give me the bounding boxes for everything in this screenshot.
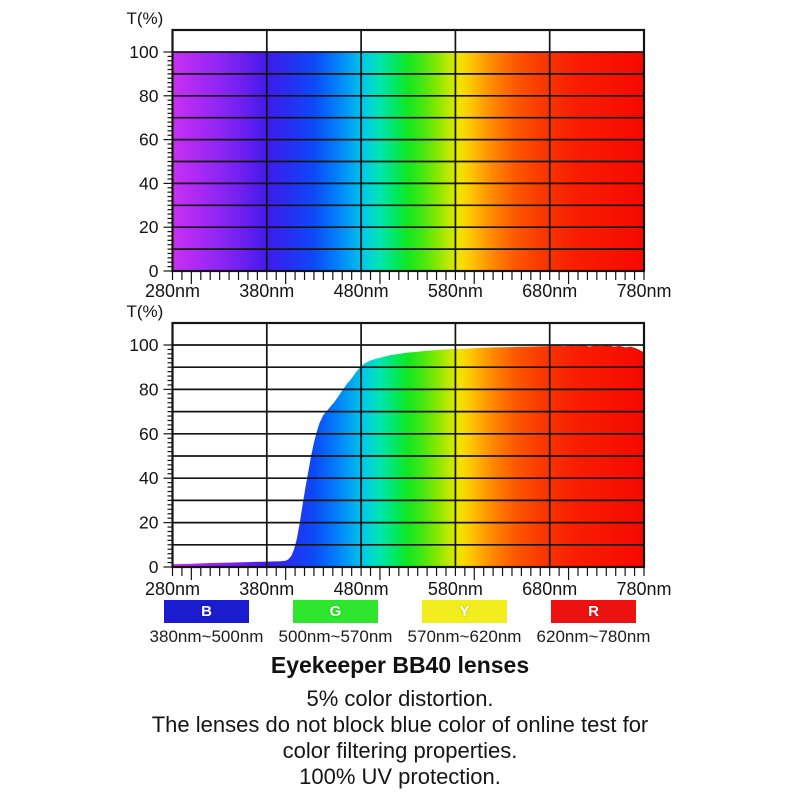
caption-line: The lenses do not block blue color of on…	[151, 712, 649, 737]
x-tick-label: 780nm	[616, 579, 671, 599]
x-tick-label: 680nm	[522, 281, 577, 301]
swatch-letter: B	[201, 603, 212, 620]
color-swatch-r: R	[551, 600, 636, 623]
x-tick-label: 380nm	[239, 579, 294, 599]
caption-line: 100% UV protection.	[299, 764, 501, 789]
axis-title: T(%)	[127, 9, 164, 28]
caption-line: color filtering properties.	[282, 738, 518, 763]
x-tick-label: 580nm	[428, 281, 483, 301]
x-tick-label: 280nm	[145, 579, 200, 599]
x-tick-label: 480nm	[334, 579, 389, 599]
x-tick-label: 780nm	[616, 281, 671, 301]
wavelength-range-label: 380nm~500nm	[149, 627, 264, 646]
caption-line: 5% color distortion.	[306, 686, 494, 711]
y-tick-label: 0	[149, 557, 159, 577]
y-tick-label: 60	[139, 424, 159, 444]
y-tick-label: 80	[139, 86, 159, 106]
legend-item-b: B 380nm~500nm	[142, 600, 271, 647]
swatch-letter: G	[329, 603, 342, 620]
x-tick-label: 380nm	[239, 281, 294, 301]
wavelength-range-label: 620nm~780nm	[536, 627, 651, 646]
x-tick-label: 680nm	[522, 579, 577, 599]
y-tick-label: 20	[139, 217, 159, 237]
legend-item-y: Y 570nm~620nm	[400, 600, 529, 647]
y-tick-label: 0	[149, 261, 159, 281]
legend-item-r: R 620nm~780nm	[529, 600, 658, 647]
y-tick-label: 60	[139, 130, 159, 150]
color-swatch-y: Y	[422, 600, 507, 623]
wavelength-range-label: 570nm~620nm	[407, 627, 522, 646]
color-swatch-g: G	[293, 600, 378, 623]
y-tick-label: 80	[139, 379, 159, 399]
legend-item-g: G 500nm~570nm	[271, 600, 400, 647]
swatch-letter: R	[588, 603, 599, 620]
swatch-letter: Y	[459, 603, 470, 620]
x-tick-label: 480nm	[334, 281, 389, 301]
y-tick-label: 100	[129, 42, 158, 62]
product-title: Eyekeeper BB40 lenses	[270, 652, 530, 678]
y-tick-label: 40	[139, 468, 159, 488]
caption-block: Eyekeeper BB40 lenses 5% color distortio…	[0, 652, 800, 790]
chart-2: 0 20 40 60 80 100 280nm 380nm 480nm 580nm 680nm 780…	[127, 302, 672, 599]
y-tick-label: 100	[129, 335, 158, 355]
y-tick-label: 40	[139, 173, 159, 193]
wavelength-band-legend: B 380nm~500nm G 500nm~570nm Y 570nm~620nm R 620…	[10, 600, 790, 647]
caption-lines: 5% color distortion. The lenses do not bl…	[0, 686, 800, 790]
chart-1: 0 20 40 60 80 100 280nm 380nm 480nm 580nm 680nm 780…	[127, 9, 672, 301]
wavelength-range-label: 500nm~570nm	[278, 627, 393, 646]
axis-title: T(%)	[127, 302, 164, 321]
color-swatch-b: B	[164, 600, 249, 623]
x-tick-label: 280nm	[145, 281, 200, 301]
y-tick-label: 20	[139, 513, 159, 533]
x-tick-label: 580nm	[428, 579, 483, 599]
